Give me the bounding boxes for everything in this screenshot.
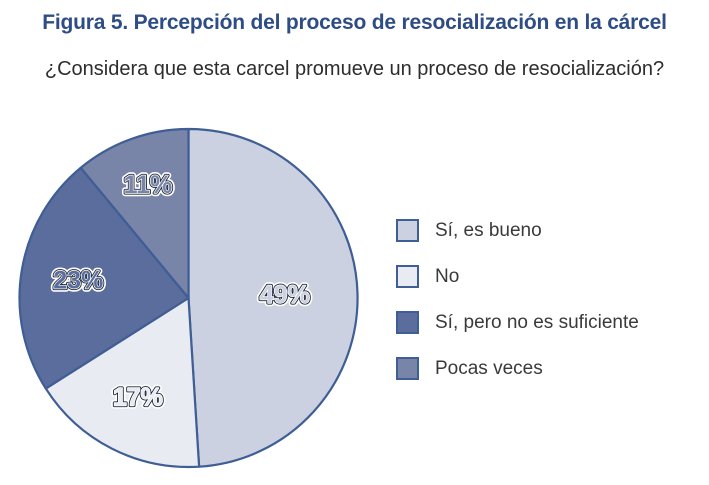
pie-slice-3	[79, 127, 190, 300]
pie-slice-percentage-label: 11%	[124, 171, 173, 199]
legend-label: No	[435, 265, 460, 287]
legend-label: Pocas veces	[435, 357, 543, 379]
pie-slice-percentage-label: 23%	[53, 267, 103, 295]
legend: Sí, es bueno No Sí, pero no es suficient…	[396, 219, 639, 403]
legend-item: Sí, pero no es suficiente	[396, 311, 639, 334]
legend-label: Sí, es bueno	[435, 219, 542, 241]
legend-swatch-icon	[396, 219, 419, 242]
pie-slice-percentage-label: 17%	[113, 383, 163, 411]
legend-swatch-icon	[396, 357, 419, 380]
pie-slice-percentage-label: 17%	[113, 383, 163, 411]
pie-slice-percentage-label: 17%	[113, 383, 163, 411]
legend-item: Sí, es bueno	[396, 219, 639, 242]
pie-slice-0	[187, 127, 359, 468]
figure-title: Figura 5. Percepción del proceso de reso…	[42, 11, 667, 34]
pie-slice-percentage-label: 49%	[260, 281, 310, 309]
legend-item: No	[396, 265, 639, 288]
legend-swatch-icon	[396, 311, 419, 334]
figure-question: ¿Considera que esta carcel promueve un p…	[44, 58, 665, 80]
pie-slice-percentage-label: 11%	[124, 171, 173, 199]
pie-slice-percentage-label: 23%	[53, 267, 103, 295]
pie-slice-1	[44, 296, 201, 469]
legend-item: Pocas veces	[396, 357, 639, 380]
pie-slice-2	[18, 166, 190, 390]
legend-swatch-icon	[396, 265, 419, 288]
pie-slice-percentage-label: 23%	[53, 267, 103, 295]
pie-slice-percentage-label: 23%	[53, 267, 103, 295]
pie-slice-percentage-label: 49%	[260, 281, 310, 309]
pie-slice-percentage-label: 49%	[260, 281, 310, 309]
legend-label: Sí, pero no es suficiente	[435, 311, 639, 333]
pie-slice-percentage-label: 11%	[124, 171, 173, 199]
pie-slice-percentage-label: 49%	[260, 281, 310, 309]
pie-slice-percentage-label: 17%	[113, 383, 163, 411]
pie-slice-percentage-label: 11%	[124, 171, 173, 199]
